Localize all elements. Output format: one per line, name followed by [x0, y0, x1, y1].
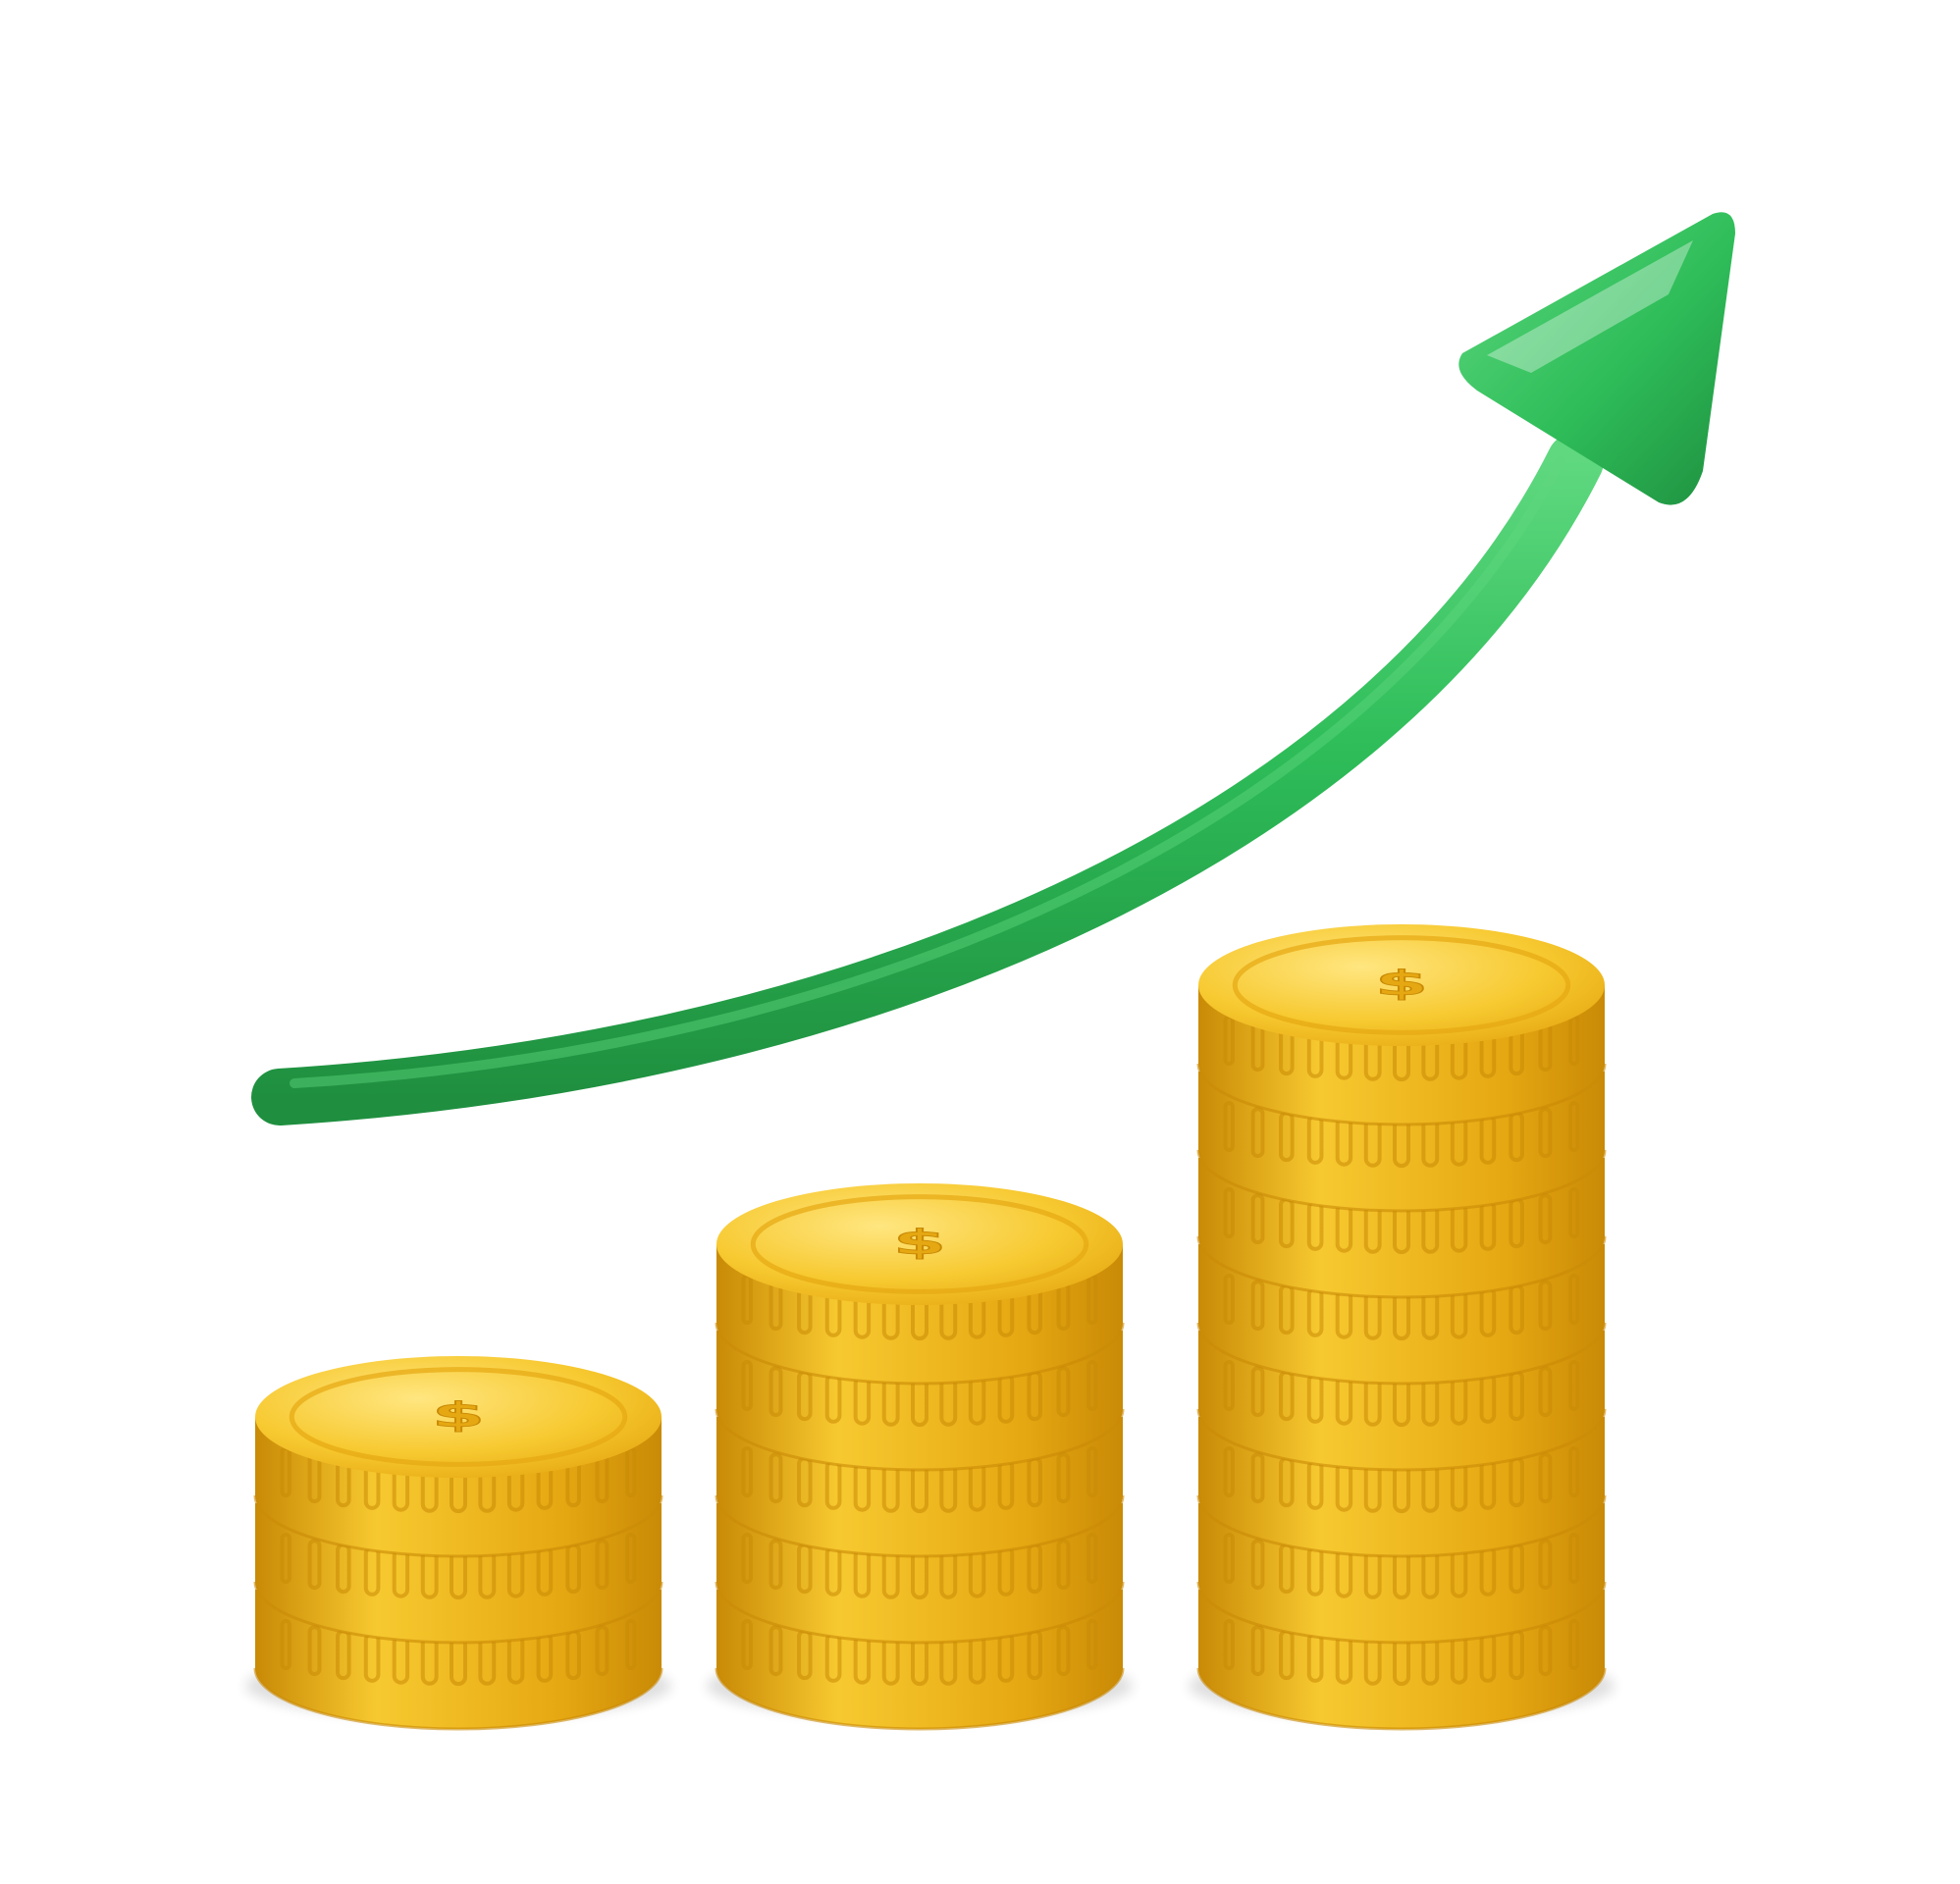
coin-notch	[1223, 1533, 1235, 1585]
coin-face	[716, 1183, 1123, 1305]
trend-up-arrow-icon	[251, 212, 1735, 1125]
coin-notch	[1086, 1360, 1098, 1412]
coin-notch	[1250, 1452, 1265, 1504]
coin-notch	[1056, 1539, 1071, 1591]
small-stack: $	[245, 1356, 671, 1731]
coin-divider	[715, 1581, 1125, 1645]
coin-notch	[1538, 1625, 1553, 1677]
coin-face	[255, 1356, 662, 1478]
coin-divider	[715, 1322, 1125, 1386]
dollar-coin-icon: $	[1196, 924, 1607, 1126]
coin-notch	[1568, 1187, 1580, 1239]
large-stack: $	[1189, 924, 1615, 1731]
coin-divider	[1196, 1063, 1607, 1126]
coin-divider	[1196, 1494, 1607, 1558]
coin-notch	[768, 1539, 783, 1591]
coin-inner-ring	[1232, 935, 1571, 1035]
coin-divider	[1196, 1581, 1607, 1645]
coin-divider	[1196, 1667, 1607, 1731]
coin-notch	[307, 1625, 322, 1677]
coin-notch	[1568, 1446, 1580, 1498]
coin-notch	[1538, 1107, 1553, 1159]
coin-notch	[1568, 1360, 1580, 1412]
dollar-symbol: $	[893, 1223, 946, 1263]
coin-notch	[1568, 1274, 1580, 1326]
coin-notch	[1086, 1533, 1098, 1585]
coin-notch	[625, 1619, 637, 1671]
coin-notch	[1086, 1446, 1098, 1498]
dollar-symbol: $	[432, 1395, 485, 1436]
coin-notch	[1223, 1101, 1235, 1153]
coin-notch	[1250, 1539, 1265, 1591]
arrow-head	[1458, 212, 1735, 505]
coin-divider	[253, 1667, 663, 1731]
dollar-coin-icon: $	[253, 1356, 663, 1558]
dollar-coin-icon: $	[715, 1183, 1125, 1386]
dollar-symbol: $	[1375, 964, 1428, 1004]
arrow-shaft-highlight	[290, 456, 1565, 1088]
coin-notch	[280, 1533, 291, 1585]
coin-divider	[1196, 1408, 1607, 1472]
coin-divider	[1196, 1235, 1607, 1299]
coin-notch	[768, 1625, 783, 1677]
coin-notch	[1568, 1533, 1580, 1585]
coin-notch	[1250, 1193, 1265, 1245]
coin-notch	[1056, 1366, 1071, 1418]
coin-notch	[1250, 1107, 1265, 1159]
coin-notch	[741, 1446, 753, 1498]
coin-notch	[1223, 1360, 1235, 1412]
coin-divider	[253, 1494, 663, 1558]
coin-notch	[1538, 1539, 1553, 1591]
coin-divider	[715, 1667, 1125, 1731]
coin-notch	[1538, 1452, 1553, 1504]
coin-divider	[253, 1581, 663, 1645]
coin-notch	[307, 1539, 322, 1591]
coin-notch	[1250, 1625, 1265, 1677]
coin-notch	[768, 1366, 783, 1418]
coin-divider	[1196, 1149, 1607, 1213]
coin-notch	[741, 1533, 753, 1585]
coin-notch	[595, 1625, 609, 1677]
coin-notch	[1086, 1619, 1098, 1671]
coin-divider	[715, 1408, 1125, 1472]
coin-notch	[1250, 1280, 1265, 1332]
coin-notch	[1223, 1446, 1235, 1498]
coin-stacks: $ $ $	[245, 924, 1615, 1731]
medium-stack: $	[707, 1183, 1133, 1731]
arrow-shaft	[251, 433, 1604, 1125]
coin-divider	[715, 1494, 1125, 1558]
coin-notch	[768, 1452, 783, 1504]
coin-notch	[741, 1360, 753, 1412]
coin-notch	[1223, 1274, 1235, 1326]
coin-inner-ring	[289, 1367, 628, 1467]
coin-notch	[1538, 1193, 1553, 1245]
coin-notch	[1056, 1625, 1071, 1677]
coin-face	[1198, 924, 1605, 1046]
coin-notch	[1538, 1280, 1553, 1332]
coin-notch	[1568, 1101, 1580, 1153]
coin-notch	[1223, 1187, 1235, 1239]
coin-notch	[741, 1619, 753, 1671]
coin-notch	[625, 1533, 637, 1585]
coin-divider	[1196, 1322, 1607, 1386]
coin-notch	[280, 1619, 291, 1671]
coin-notch	[1223, 1619, 1235, 1671]
coin-notch	[1250, 1366, 1265, 1418]
coin-inner-ring	[750, 1194, 1089, 1294]
arrow-head-highlight	[1487, 240, 1693, 373]
coin-notch	[1568, 1619, 1580, 1671]
coin-notch	[1538, 1366, 1553, 1418]
coin-notch	[595, 1539, 609, 1591]
coin-notch	[1056, 1452, 1071, 1504]
